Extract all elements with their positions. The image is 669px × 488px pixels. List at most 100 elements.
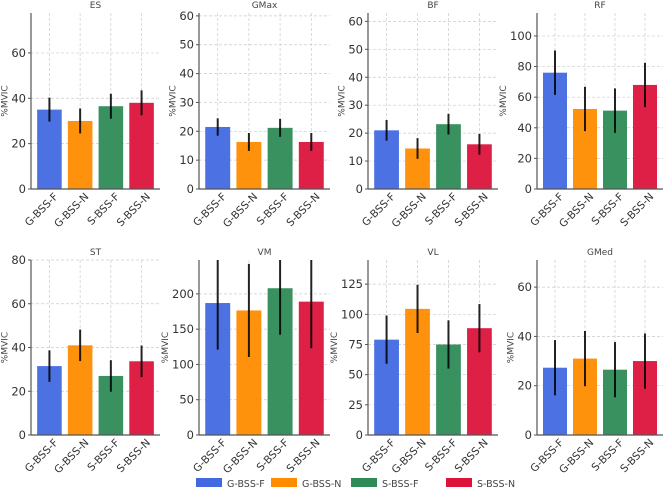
subplot-title: GMed [587,248,613,258]
y-tick-label: 100 [510,29,532,43]
y-tick-label: 80 [11,253,26,267]
y-tick-label: 0 [356,428,363,442]
subplot-title: VM [258,248,272,258]
x-tick-label: S-BSS-N [284,437,322,475]
bar-s-bss-n [129,102,154,189]
x-tick-label: G-BSS-N [390,191,429,230]
y-tick-label: 30 [179,95,194,109]
bar-s-bss-f [267,127,293,189]
subplot-gmax: 0102030405060G-BSS-FG-BSS-NS-BSS-FS-BSS-… [168,1,330,230]
bar-s-bss-f [436,124,461,189]
y-tick-label: 20 [517,379,532,393]
legend-swatch [271,478,297,487]
subplot-title: VL [427,248,438,258]
subplot-title: RF [594,1,605,11]
subplot-rf: 020406080100G-BSS-FG-BSS-NS-BSS-FS-BSS-N… [499,1,663,230]
y-tick-label: 80 [517,60,532,74]
y-tick-label: 60 [11,46,26,60]
y-tick-label: 75 [348,337,363,351]
y-tick-label: 60 [517,90,532,104]
legend-item-s-bss-f: S-BSS-F [351,478,418,488]
x-tick-label: G-BSS-N [390,437,429,476]
x-tick-label: S-BSS-N [618,437,656,475]
y-tick-label: 60 [348,14,363,28]
y-axis-label: %MVIC [168,85,178,116]
subplot-vm: 050100150200G-BSS-FG-BSS-NS-BSS-FS-BSS-N… [161,248,330,476]
legend-label: S-BSS-N [477,479,515,488]
y-tick-label: 100 [172,357,194,371]
bar-g-bss-f [205,126,231,189]
subplot-es: 0204060G-BSS-FG-BSS-NS-BSS-FS-BSS-NES%MV… [0,1,160,230]
subplot-gmed: 0204060G-BSS-FG-BSS-NS-BSS-FS-BSS-NGMed%… [506,248,663,476]
y-axis-label: %MVIC [0,85,10,116]
y-tick-label: 40 [11,341,26,355]
y-tick-label: 0 [187,182,194,196]
y-axis-label: %MVIC [337,85,347,116]
x-tick-label: S-BSS-N [115,437,153,475]
y-tick-label: 20 [348,126,363,140]
y-axis-label: %MVIC [506,332,516,363]
subplot-title: ES [90,1,102,11]
legend: G-BSS-F G-BSS-N S-BSS-F S-BSS-N [196,478,515,488]
y-tick-label: 60 [179,9,194,23]
y-axis-label: %MVIC [0,332,10,363]
subplot-title: GMax [252,1,278,11]
y-tick-label: 40 [517,121,532,135]
legend-swatch [196,478,222,487]
bar-g-bss-f [37,109,62,189]
y-tick-label: 0 [19,182,26,196]
y-tick-label: 20 [11,137,26,151]
y-tick-label: 0 [187,428,194,442]
x-tick-label: G-BSS-N [221,191,260,230]
y-tick-label: 20 [11,384,26,398]
y-tick-label: 0 [356,182,363,196]
y-tick-label: 40 [179,67,194,81]
y-tick-label: 50 [348,42,363,56]
x-tick-label: S-BSS-N [618,191,656,229]
y-tick-label: 50 [179,393,194,407]
y-tick-label: 0 [19,428,26,442]
y-axis-label: %MVIC [330,332,340,363]
legend-swatch [446,478,472,487]
y-tick-label: 60 [11,297,26,311]
y-tick-label: 50 [179,38,194,52]
y-tick-label: 40 [517,329,532,343]
legend-item-g-bss-f: G-BSS-F [196,478,265,488]
y-tick-label: 30 [348,98,363,112]
y-tick-label: 150 [172,322,194,336]
y-axis-label: %MVIC [161,332,171,363]
x-tick-label: S-BSS-N [453,191,491,229]
legend-item-g-bss-n: G-BSS-N [271,478,341,488]
y-tick-label: 50 [348,368,363,382]
y-tick-label: 0 [525,428,532,442]
subplot-st: 020406080G-BSS-FG-BSS-NS-BSS-FS-BSS-NST%… [0,248,160,476]
y-tick-label: 125 [341,277,363,291]
legend-item-s-bss-n: S-BSS-N [446,478,515,488]
legend-label: G-BSS-F [227,479,265,488]
y-tick-label: 20 [179,124,194,138]
x-tick-label: S-BSS-N [453,437,491,475]
subplot-bf: 0102030405060G-BSS-FG-BSS-NS-BSS-FS-BSS-… [337,1,498,230]
y-tick-label: 100 [341,307,363,321]
legend-swatch [351,478,377,487]
legend-label: G-BSS-N [302,479,341,488]
y-tick-label: 40 [11,91,26,105]
y-tick-label: 40 [348,70,363,84]
x-tick-label: S-BSS-N [115,191,153,229]
x-tick-label: G-BSS-N [221,437,260,476]
y-tick-label: 10 [179,153,194,167]
y-tick-label: 20 [517,151,532,165]
y-tick-label: 10 [348,154,363,168]
subplot-title: ST [90,248,102,258]
y-tick-label: 25 [348,398,363,412]
subplot-title: BF [427,1,438,11]
y-tick-label: 60 [517,280,532,294]
x-tick-label: S-BSS-N [284,191,322,229]
legend-label: S-BSS-F [382,479,418,488]
subplot-vl: 0255075100125G-BSS-FG-BSS-NS-BSS-FS-BSS-… [330,248,498,476]
y-tick-label: 200 [172,287,194,301]
y-axis-label: %MVIC [499,85,509,116]
bar-s-bss-f [98,106,124,189]
